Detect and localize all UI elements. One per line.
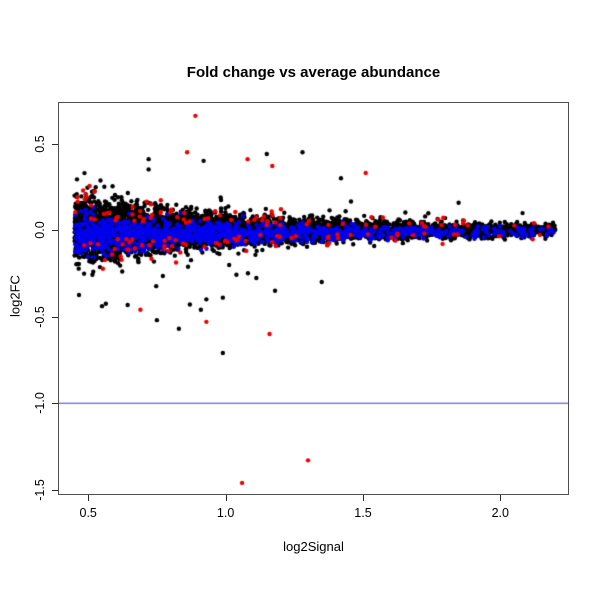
y-axis-tick xyxy=(52,316,58,318)
chart-title: Fold change vs average abundance xyxy=(186,64,441,81)
plot-area xyxy=(58,102,569,495)
y-axis-tick xyxy=(52,230,58,232)
y-axis-tick xyxy=(52,489,58,491)
x-axis-label: log2Signal xyxy=(283,539,344,554)
x-axis-tick xyxy=(88,495,90,501)
x-tick-label: 1.0 xyxy=(216,506,235,520)
y-axis-label: log2FC xyxy=(7,275,23,317)
y-axis-tick xyxy=(52,403,58,405)
x-tick-label: 0.5 xyxy=(79,506,97,520)
x-axis-tick xyxy=(363,495,364,501)
y-tick-label: -0.5 xyxy=(33,305,47,328)
y-tick-label: 0.5 xyxy=(33,134,47,153)
x-tick-label: 2.0 xyxy=(491,506,509,520)
x-axis-tick xyxy=(225,495,227,501)
x-tick-label: 1.5 xyxy=(354,506,372,520)
y-axis-tick xyxy=(52,143,58,145)
x-axis-tick xyxy=(500,495,502,501)
y-tick-label: -1.5 xyxy=(33,479,47,501)
y-tick-label: 0.0 xyxy=(33,221,47,239)
y-tick-label: -1.0 xyxy=(33,392,47,414)
